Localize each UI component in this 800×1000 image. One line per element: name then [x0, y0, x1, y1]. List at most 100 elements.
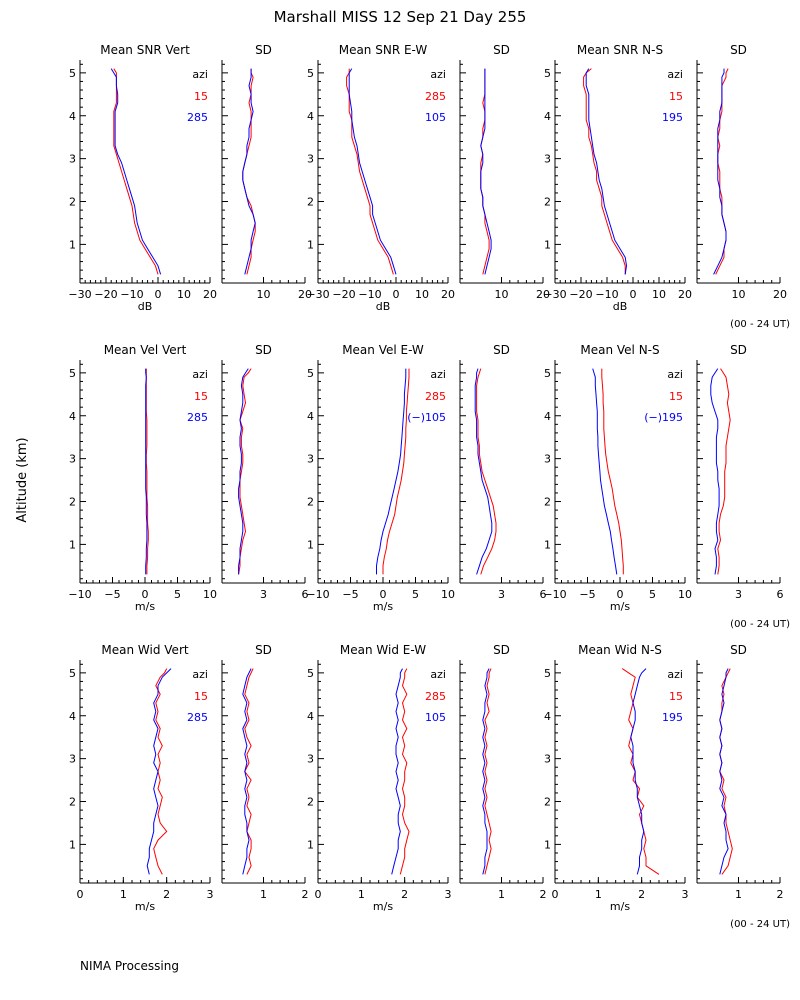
legend-entry: 15 [194, 90, 208, 103]
y-tick-label: 3 [69, 453, 76, 466]
y-tick-label: 2 [544, 796, 551, 809]
series-line [391, 668, 403, 875]
y-tick-label: 1 [544, 538, 551, 551]
panel-title: SD [730, 343, 747, 357]
legend-entry: 285 [425, 690, 446, 703]
series-line [146, 668, 172, 875]
sd-line [238, 368, 249, 575]
x-tick-label: 3 [207, 888, 214, 901]
y-tick-label: 4 [307, 710, 314, 723]
y-tick-label: 1 [307, 538, 314, 551]
sd-panel-snr-3: 10 20 SD [696, 43, 787, 301]
series-line [592, 368, 618, 575]
mean-panel-wid-2: 1 2 3 4 5 0 1 2 3 m/s Mean Wid E-W azi 285 105 [307, 643, 452, 913]
x-tick-label: 10 [415, 288, 429, 301]
x-tick-label: 0 [315, 888, 322, 901]
x-axis-unit: dB [138, 300, 153, 313]
x-tick-label: 6 [302, 588, 309, 601]
panel-title: SD [730, 643, 747, 657]
y-tick-label: 5 [544, 667, 551, 680]
legend-entry: 285 [425, 90, 446, 103]
x-tick-label: 0 [155, 288, 162, 301]
x-axis-unit: m/s [135, 900, 155, 913]
series-line [376, 368, 407, 575]
sd-line [710, 368, 720, 575]
legend-entry: 285 [187, 411, 208, 424]
x-tick-label: −10 [120, 288, 143, 301]
x-tick-label: −10 [543, 588, 566, 601]
x-tick-label: 20 [678, 288, 692, 301]
x-tick-label: 0 [77, 888, 84, 901]
sd-panel-vel-3: 3 6 SD [696, 343, 784, 601]
legend-entry: 15 [669, 390, 683, 403]
legend-entry: (−)195 [644, 411, 683, 424]
x-tick-label: 5 [649, 588, 656, 601]
x-tick-label: 3 [682, 888, 689, 901]
series-line [110, 68, 162, 275]
sd-panel-snr-1: 10 20 SD [221, 43, 312, 301]
x-tick-label: 3 [498, 588, 505, 601]
mean-panel-wid-1: 1 2 3 4 5 0 1 2 3 m/s Mean Wid Vert azi 15 285 [69, 643, 214, 913]
footer-text: NIMA Processing [80, 959, 179, 973]
y-tick-label: 4 [69, 710, 76, 723]
x-tick-label: 20 [203, 288, 217, 301]
y-tick-label: 2 [69, 496, 76, 509]
x-axis-unit: m/s [373, 900, 393, 913]
time-range-label: (00 - 24 UT) [730, 919, 790, 930]
mean-panel-vel-1: 1 2 3 4 5 −10 −5 0 5 10 m/s Mean Vel Vert azi 15 285 [68, 343, 217, 613]
x-axis-unit: m/s [610, 600, 630, 613]
panel-title: SD [255, 43, 272, 57]
sd-panel-wid-3: 1 2 SD [696, 643, 784, 901]
x-tick-label: 1 [595, 888, 602, 901]
sd-line [474, 368, 493, 575]
mean-panel-snr-3: 1 2 3 4 5 −30 −20 −10 0 10 20 dB Mean SNR N-S azi 15 19… [543, 43, 692, 313]
x-tick-label: 10 [495, 288, 509, 301]
x-tick-label: −5 [342, 588, 358, 601]
mean-panel-vel-3: 1 2 3 4 5 −10 −5 0 5 10 m/s Mean Vel N-S azi 15 (−)195 [543, 343, 692, 613]
y-tick-label: 3 [307, 153, 314, 166]
series-line [348, 68, 397, 275]
x-tick-label: 1 [120, 888, 127, 901]
sd-line [244, 668, 254, 875]
legend-header: azi [667, 368, 683, 381]
time-range-label: (00 - 24 UT) [730, 619, 790, 630]
y-tick-label: 5 [544, 367, 551, 380]
legend-entry: 195 [662, 111, 683, 124]
y-tick-label: 2 [69, 196, 76, 209]
sd-line [242, 668, 252, 875]
altitude-axis-label: Altitude (km) [15, 437, 30, 522]
figure-title: Marshall MISS 12 Sep 21 Day 255 [274, 8, 527, 26]
series-line [145, 368, 149, 575]
legend-entry: 105 [425, 711, 446, 724]
x-tick-label: 0 [380, 588, 387, 601]
y-tick-label: 1 [544, 238, 551, 251]
panel-title: Mean Wid Vert [101, 643, 188, 657]
y-tick-label: 5 [307, 667, 314, 680]
series-line [145, 368, 148, 575]
time-range-label: (00 - 24 UT) [730, 319, 790, 330]
panel-title: Mean Vel E-W [342, 343, 424, 357]
x-tick-label: 1 [735, 888, 742, 901]
x-tick-label: 3 [735, 588, 742, 601]
x-tick-label: 1 [260, 888, 267, 901]
y-tick-label: 3 [69, 753, 76, 766]
y-tick-label: 1 [307, 238, 314, 251]
legend-header: azi [667, 668, 683, 681]
y-tick-label: 5 [69, 67, 76, 80]
panel-title: SD [730, 43, 747, 57]
legend-entry: 195 [662, 711, 683, 724]
legend-entry: 15 [669, 90, 683, 103]
sd-line [719, 668, 733, 875]
y-tick-label: 1 [307, 838, 314, 851]
x-tick-label: 0 [630, 288, 637, 301]
x-tick-label: 1 [358, 888, 365, 901]
x-tick-label: −20 [94, 288, 117, 301]
y-tick-label: 5 [307, 367, 314, 380]
panel-title: Mean SNR Vert [100, 43, 190, 57]
legend-entry: 105 [425, 111, 446, 124]
y-tick-label: 3 [69, 153, 76, 166]
y-tick-label: 5 [307, 67, 314, 80]
sd-line [476, 368, 497, 575]
